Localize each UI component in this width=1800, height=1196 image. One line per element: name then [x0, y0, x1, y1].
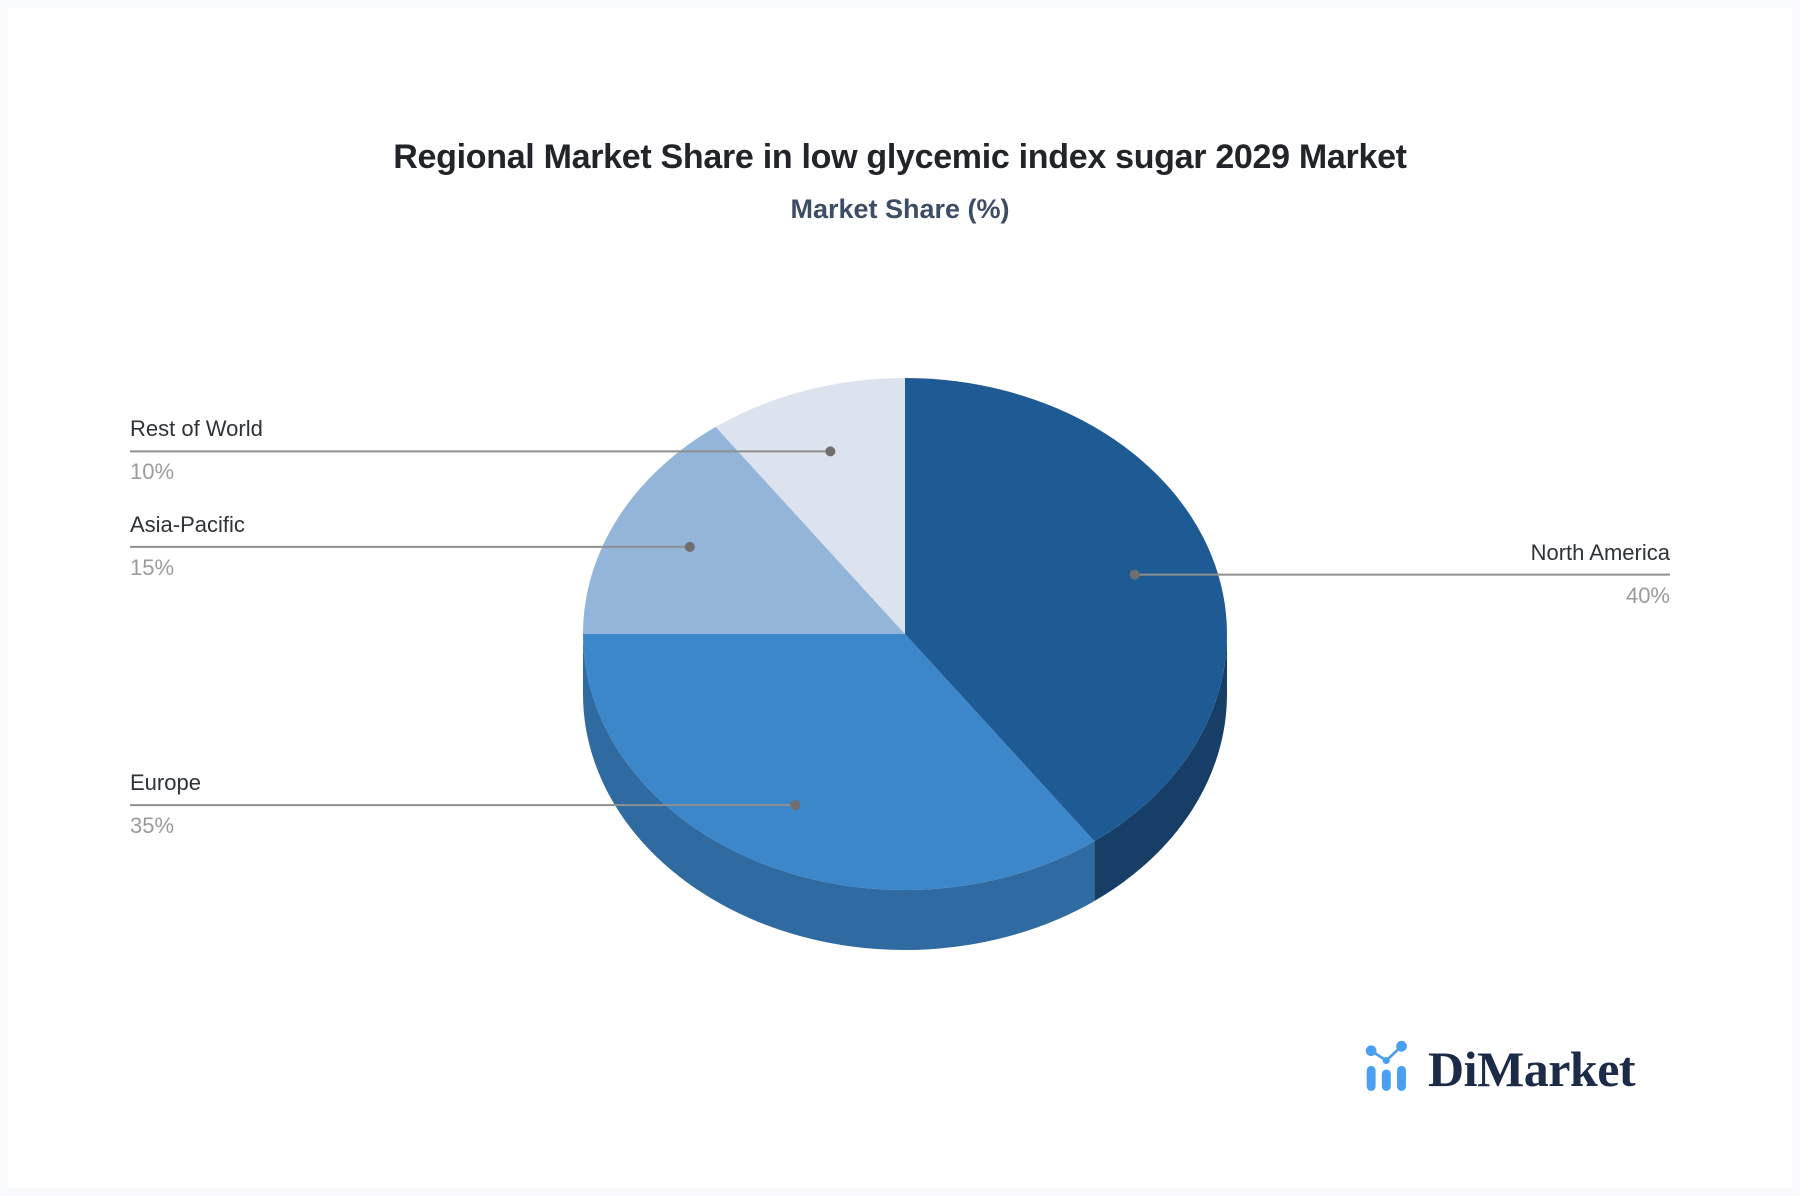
leader-dot-north-america — [1129, 569, 1140, 580]
slice-percent: 10% — [130, 459, 175, 485]
label-block-europe: Europe 35% — [130, 771, 550, 838]
logo-text: DiMarket — [1428, 1041, 1636, 1097]
pie-slice-rest-of-world — [715, 378, 905, 634]
slice-name: North America — [1530, 539, 1670, 565]
slice-percent: 15% — [130, 554, 175, 580]
slice-name: Rest of World — [130, 416, 263, 442]
bar-line-chart-icon — [1365, 1040, 1407, 1091]
dimarket-logo: DiMarket — [1364, 1030, 1636, 1097]
chart-subtitle: Market Share (%) — [790, 194, 1010, 224]
slice-name: Asia-Pacific — [130, 511, 245, 537]
label-block-asia-pacific: Asia-Pacific 15% — [130, 511, 550, 580]
leader-dot-europe — [790, 800, 801, 811]
slice-percent: 35% — [130, 813, 175, 839]
pie-slice-asia-pacific — [583, 426, 905, 634]
label-block-north-america: North America 40% — [1250, 539, 1670, 608]
chart-title: Regional Market Share in low glycemic in… — [393, 138, 1407, 176]
slice-percent: 40% — [1625, 582, 1670, 608]
slice-name: Europe — [130, 770, 201, 796]
leader-dot-rest-of-world — [825, 446, 836, 457]
label-block-rest-of-world: Rest of World 10% — [130, 417, 550, 484]
pie-side-europe — [583, 634, 1095, 950]
pie-slice-north-america — [905, 378, 1227, 842]
pie-side-north-america — [1094, 634, 1227, 902]
leader-dot-asia-pacific — [684, 541, 695, 552]
pie-slice-europe — [583, 634, 1095, 890]
